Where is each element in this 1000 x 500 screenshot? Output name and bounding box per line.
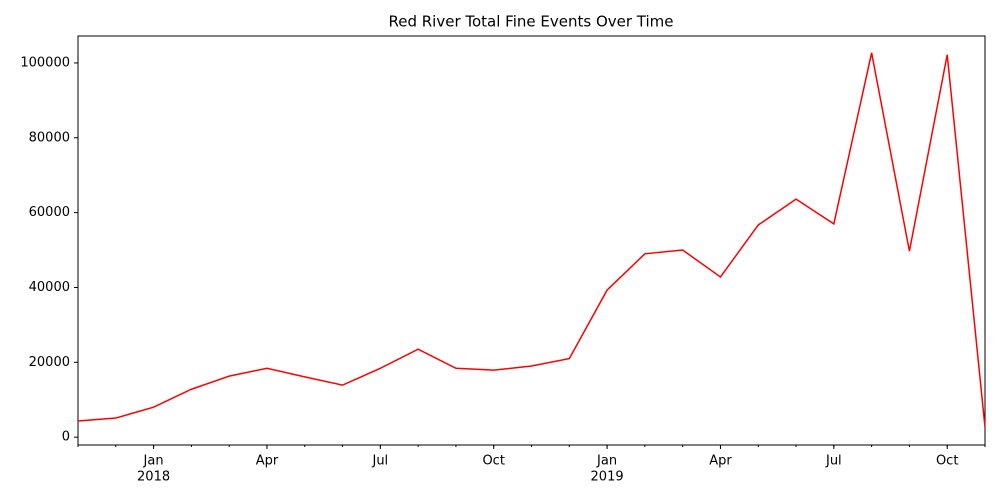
y-tick-label: 40000	[29, 280, 70, 295]
x-tick-label: Apr	[709, 454, 732, 469]
x-year-label: 2018	[137, 470, 170, 485]
x-tick-label: Apr	[256, 454, 279, 469]
x-year-label: 2019	[591, 470, 624, 485]
x-tick-label: Jul	[825, 454, 842, 469]
x-tick-label: Oct	[482, 454, 504, 469]
x-tick-label: Jan	[596, 454, 617, 469]
x-tick-label: Jul	[371, 454, 388, 469]
y-tick-label: 0	[62, 430, 70, 445]
y-tick-label: 80000	[29, 130, 70, 145]
y-tick-label: 20000	[29, 355, 70, 370]
x-tick-label: Jan	[143, 454, 164, 469]
y-tick-label: 60000	[29, 205, 70, 220]
plot-frame	[77, 35, 986, 446]
x-tick-label: Oct	[936, 454, 958, 469]
chart-title: Red River Total Fine Events Over Time	[388, 13, 673, 31]
y-tick-label: 100000	[20, 55, 70, 70]
line	[77, 52, 986, 428]
